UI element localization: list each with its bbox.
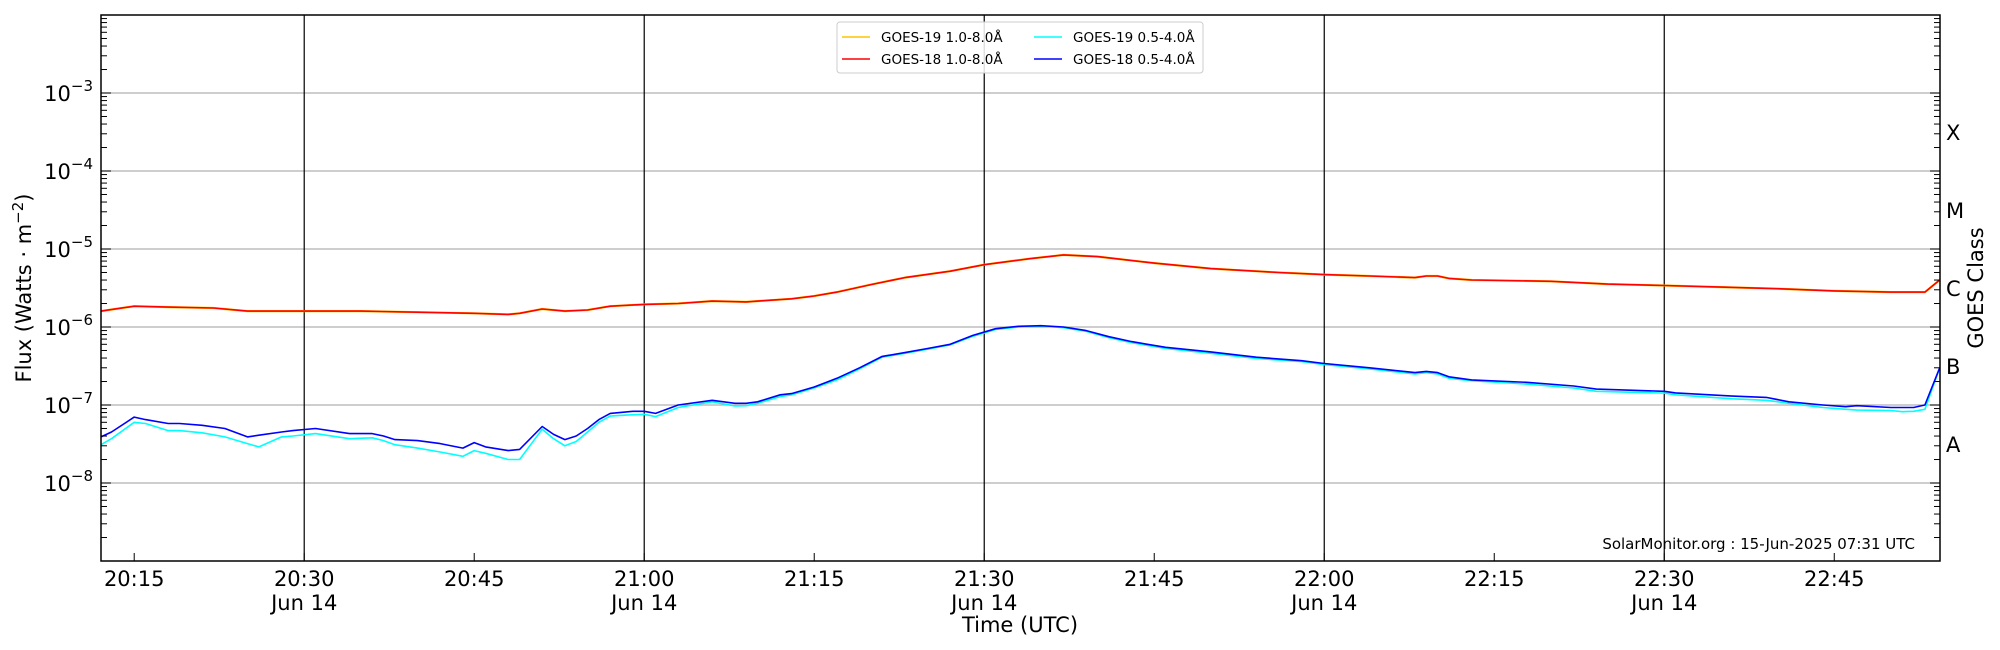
x-tick-label: 20:15 [104, 567, 165, 591]
goes-class-label: C [1946, 277, 1961, 301]
y-tick-label: 10−4 [44, 155, 93, 184]
x-tick-date: Jun 14 [949, 591, 1017, 615]
goes-class-label: A [1946, 433, 1961, 457]
x-tick-date: Jun 14 [269, 591, 337, 615]
x-axis-label: Time (UTC) [961, 613, 1078, 637]
legend: GOES-19 1.0-8.0Å GOES-18 1.0-8.0Å GOES-1… [836, 21, 1204, 74]
legend-label-goes18-long: GOES-18 1.0-8.0Å [881, 51, 1003, 68]
y-tick-label: 10−6 [44, 311, 93, 340]
x-tick-label: 22:15 [1464, 567, 1525, 591]
x-tick-label: 22:00 [1294, 567, 1355, 591]
x-tick-date: Jun 14 [609, 591, 677, 615]
goes-class-label: X [1946, 121, 1960, 145]
x-tick-label: 22:30 [1634, 567, 1695, 591]
x-tick-label: 20:30 [274, 567, 335, 591]
y-tick-label: 10−7 [44, 389, 93, 418]
series-line-goes18-short [100, 324, 1941, 452]
x-tick-date: Jun 14 [1289, 591, 1357, 615]
series-line-goes18-long [100, 254, 1941, 316]
x-tick-label: 20:45 [444, 567, 505, 591]
x-tick-label: 21:00 [614, 567, 675, 591]
x-tick-label: 21:45 [1124, 567, 1185, 591]
watermark-annotation: SolarMonitor.org : 15-Jun-2025 07:31 UTC [1602, 535, 1915, 553]
legend-label-goes19-long: GOES-19 1.0-8.0Å [881, 29, 1003, 46]
series-line-goes19-short [100, 325, 1941, 461]
legend-label-goes18-short: GOES-18 0.5-4.0Å [1073, 51, 1195, 68]
x-tick-label: 22:45 [1804, 567, 1865, 591]
goes-class-label: M [1946, 199, 1964, 223]
y-tick-label: 10−3 [44, 77, 93, 106]
legend-label-goes19-short: GOES-19 0.5-4.0Å [1073, 29, 1195, 46]
y-tick-label: 10−8 [44, 467, 93, 496]
x-tick-date: Jun 14 [1629, 591, 1697, 615]
y-axis-label: Flux (Watts · m−2) [9, 193, 36, 382]
plot-frame [100, 14, 1941, 562]
x-tick-label: 21:30 [954, 567, 1015, 591]
y-tick-label: 10−5 [44, 233, 93, 262]
goes-class-label: B [1946, 355, 1960, 379]
y2-axis-label: GOES Class [1964, 227, 1988, 348]
x-tick-label: 21:15 [784, 567, 845, 591]
